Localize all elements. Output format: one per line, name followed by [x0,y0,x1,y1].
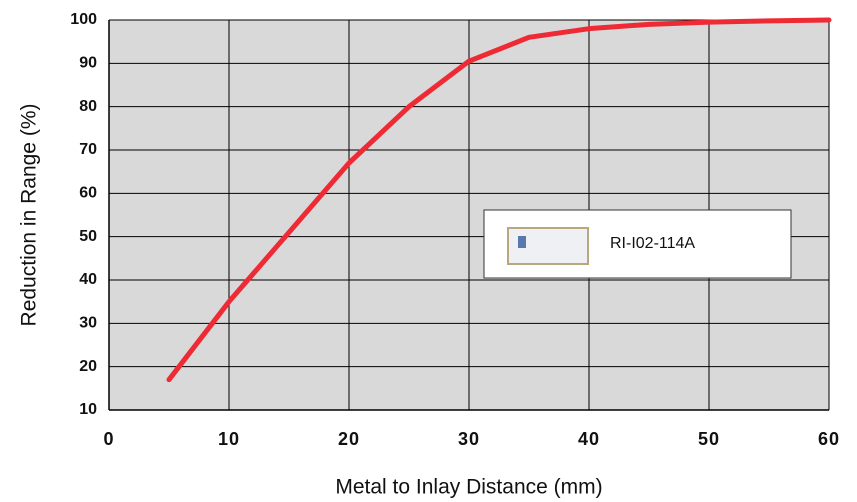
legend: RI-I02-114A [483,209,792,279]
y-tick-label: 60 [79,185,97,202]
y-tick-label: 90 [79,55,97,72]
legend-label: RI-I02-114A [610,235,695,252]
y-axis-label: Reduction in Range (%) [18,104,41,327]
series-line [166,17,832,383]
legend-icon [507,227,589,265]
x-tick-label: 0 [103,429,114,449]
x-tick-label: 50 [698,429,720,449]
x-tick-label: 60 [818,429,840,449]
y-tick-label: 30 [79,315,97,332]
x-tick-label: 10 [218,429,240,449]
x-tick-label: 30 [458,429,480,449]
x-tick-label: 20 [338,429,360,449]
x-axis-label: Metal to Inlay Distance (mm) [335,476,602,499]
y-tick-label: 20 [79,358,97,375]
legend-icon-detail [518,236,526,248]
y-tick-label: 100 [70,11,97,28]
y-tick-label: 70 [79,141,97,158]
y-tick-label: 50 [79,228,97,245]
y-tick-label: 40 [79,271,97,288]
x-tick-label: 40 [578,429,600,449]
y-tick-label: 10 [79,401,97,418]
series-layer [166,17,832,383]
y-tick-label: 80 [79,98,97,115]
